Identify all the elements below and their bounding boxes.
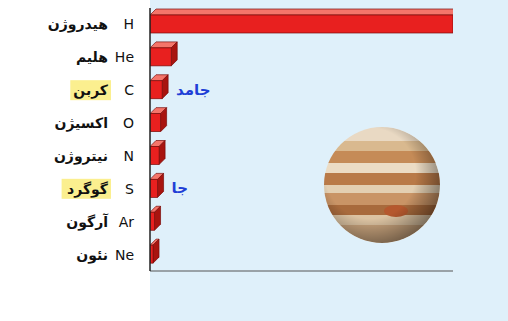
svg-text:He: He — [115, 49, 134, 65]
svg-text:N: N — [124, 148, 134, 164]
svg-text:هلیم: هلیم — [76, 49, 108, 65]
svg-text:هیدروژن: هیدروژن — [48, 16, 108, 33]
svg-text:O: O — [123, 115, 134, 131]
svg-text:اکسیژن: اکسیژن — [54, 115, 108, 132]
svg-text:نیتروژن: نیتروژن — [54, 148, 108, 165]
svg-text:آرگون: آرگون — [66, 213, 109, 231]
svg-text:Ne: Ne — [115, 247, 134, 263]
svg-text:کربن: کربن — [73, 82, 109, 99]
svg-text:نئون: نئون — [76, 247, 108, 264]
svg-text:جامد: جامد — [176, 81, 210, 99]
svg-text:Ar: Ar — [119, 214, 135, 230]
svg-text:S: S — [125, 181, 134, 197]
svg-text:H: H — [123, 16, 134, 32]
svg-text:گوگرد: گوگرد — [67, 181, 109, 198]
svg-text:جا: جا — [172, 179, 188, 197]
svg-text:C: C — [124, 82, 134, 98]
